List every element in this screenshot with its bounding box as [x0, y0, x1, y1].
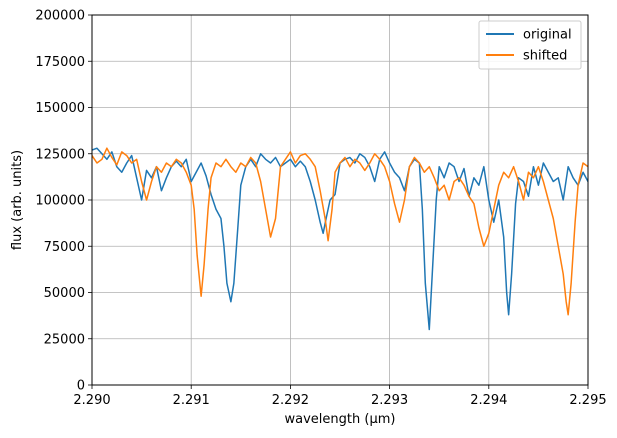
legend: original shifted — [478, 20, 582, 70]
x-tick-label: 2.295 — [569, 393, 606, 408]
y-tick-label: 200000 — [35, 9, 85, 24]
legend-label-shifted: shifted — [523, 49, 567, 64]
x-axis-title: wavelength (µm) — [285, 412, 396, 427]
x-tick-label: 2.291 — [173, 393, 210, 408]
y-tick-label: 75000 — [44, 240, 85, 255]
y-axis-title: flux (arb. units) — [10, 150, 25, 250]
grid-layer — [91, 14, 589, 386]
y-tick-label: 50000 — [44, 286, 85, 301]
y-axis: 0 25000 50000 75000 100000 125000 150000 175000… — [35, 9, 92, 394]
x-tick-label: 2.293 — [371, 393, 408, 408]
y-tick-label: 150000 — [35, 101, 85, 116]
x-tick-label: 2.294 — [470, 393, 507, 408]
y-tick-label: 25000 — [44, 332, 85, 347]
y-tick-label: 125000 — [35, 147, 85, 162]
y-tick-label: 0 — [77, 379, 85, 394]
y-tick-label: 175000 — [35, 55, 85, 70]
legend-label-original: original — [523, 28, 572, 43]
y-tick-label: 100000 — [35, 194, 85, 209]
x-tick-label: 2.290 — [73, 393, 110, 408]
series-line-original — [92, 147, 588, 331]
series-layer — [92, 147, 588, 331]
x-tick-label: 2.292 — [272, 393, 309, 408]
x-axis: 2.290 2.291 2.292 2.293 2.294 2.295 — [73, 385, 607, 408]
series-line-shifted — [92, 147, 588, 316]
